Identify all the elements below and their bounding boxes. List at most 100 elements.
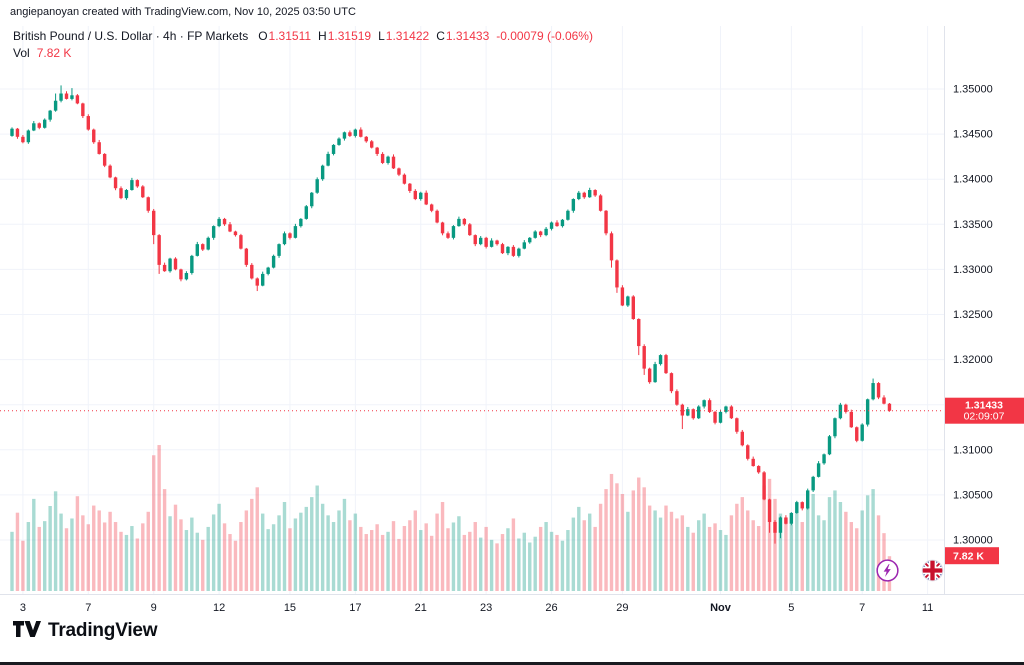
volume-bar [81, 515, 85, 591]
volume-bar [691, 532, 695, 592]
candle-body [32, 123, 36, 131]
candle-body [435, 210, 439, 223]
candle-body [773, 521, 777, 533]
volume-bar [86, 524, 90, 591]
volume-bar [353, 513, 358, 591]
candle-body [844, 404, 848, 412]
tradingview-wordmark: TradingView [48, 620, 158, 641]
volume-bar [588, 513, 592, 591]
candle-body [320, 165, 325, 180]
volume-bar [549, 531, 554, 592]
time-tick-label: 12 [213, 602, 225, 614]
volume-bar [162, 489, 167, 592]
volume-bar [609, 473, 614, 591]
candle-body [173, 258, 178, 270]
volume-bar [686, 526, 690, 591]
candle-body [43, 119, 47, 128]
candle-body [239, 235, 243, 249]
candle-body [462, 218, 467, 225]
candle-body [375, 147, 379, 154]
candle-body [397, 168, 401, 175]
time-tick-label: 29 [616, 602, 628, 614]
volume-bar [577, 506, 581, 591]
candle-body [195, 244, 199, 256]
candle-body [37, 123, 41, 128]
candle-body [135, 180, 140, 187]
candle-body [97, 142, 101, 154]
candle-body [446, 233, 450, 238]
volume-bar [500, 534, 505, 591]
volume-bar [320, 503, 325, 591]
candle-body [424, 192, 428, 205]
volume-bar [201, 539, 205, 592]
volume-bar [119, 531, 123, 592]
volume-bar [113, 522, 118, 591]
volume-bar [277, 515, 281, 591]
candle-body [795, 502, 799, 513]
volume-bar [751, 520, 755, 592]
volume-bar [855, 528, 859, 591]
volume-bar [718, 530, 723, 591]
candle-body [833, 418, 837, 437]
volume-key[interactable]: Vol [13, 46, 30, 60]
volume-bar [735, 503, 739, 591]
candle-body [201, 244, 205, 250]
price-tick-label: 1.35000 [953, 84, 993, 96]
volume-bar [255, 487, 259, 591]
volume-bar [21, 540, 25, 592]
volume-bar [664, 505, 668, 591]
volume-bar [146, 511, 150, 591]
candle-body [440, 222, 445, 234]
candle-body [271, 255, 276, 268]
candle-body [653, 364, 657, 383]
candle-body [615, 260, 619, 288]
instrument-logo-icon[interactable] [921, 559, 944, 582]
close-value: C 1.31433 [436, 29, 490, 43]
volume-bar [37, 526, 41, 591]
open-value: O 1.31511 [258, 29, 312, 43]
tradingview-logo[interactable]: TradingView [13, 620, 158, 642]
volume-bar [261, 513, 265, 591]
time-axis-labels[interactable]: 3 7 9 12 15 17 21 23 26 29 Nov 5 7 11 [20, 602, 933, 614]
price-tick-label: 1.33000 [953, 264, 993, 276]
candle-body [528, 237, 532, 243]
candle-body [538, 231, 543, 236]
price-tick-label: 1.31000 [953, 444, 993, 456]
volume-bar [408, 520, 412, 592]
window-bottom-edge [0, 662, 1024, 665]
volume-bar [435, 513, 439, 591]
candle-body [168, 258, 172, 272]
candle-body [288, 233, 292, 238]
candle-body [609, 233, 614, 261]
candle-body [626, 296, 630, 306]
candle-body [184, 273, 189, 280]
volume-bar [293, 518, 298, 592]
volume-bar [778, 513, 783, 591]
price-axis-labels[interactable]: 1.35000 1.34500 1.34000 1.33500 1.33000 1.325… [953, 84, 993, 547]
candle-body [10, 128, 14, 136]
symbol-description[interactable]: British Pound / U.S. Dollar · 4h · FP Ma… [13, 29, 249, 43]
volume-bar [233, 540, 238, 592]
volume-bar [571, 517, 576, 591]
volume-bar [473, 522, 477, 591]
volume-bar [304, 506, 308, 591]
volume-bar [560, 540, 565, 592]
high-value: H 1.31519 [318, 29, 372, 43]
candle-body [675, 391, 679, 405]
volume-bar [211, 514, 216, 591]
candle-body [555, 222, 559, 227]
boost-icon[interactable] [876, 559, 899, 582]
candle-body [691, 409, 695, 419]
candle-body [228, 224, 232, 232]
candle-body [146, 197, 150, 211]
volume-bar [876, 515, 881, 591]
volume-bar [795, 511, 799, 591]
candle-body [21, 136, 25, 143]
volume-bar [195, 532, 199, 592]
volume-bar [446, 528, 450, 591]
volume-bar [746, 510, 750, 591]
volume-bar [511, 518, 516, 592]
volume-bar [740, 497, 744, 592]
volume-bar [179, 519, 183, 592]
